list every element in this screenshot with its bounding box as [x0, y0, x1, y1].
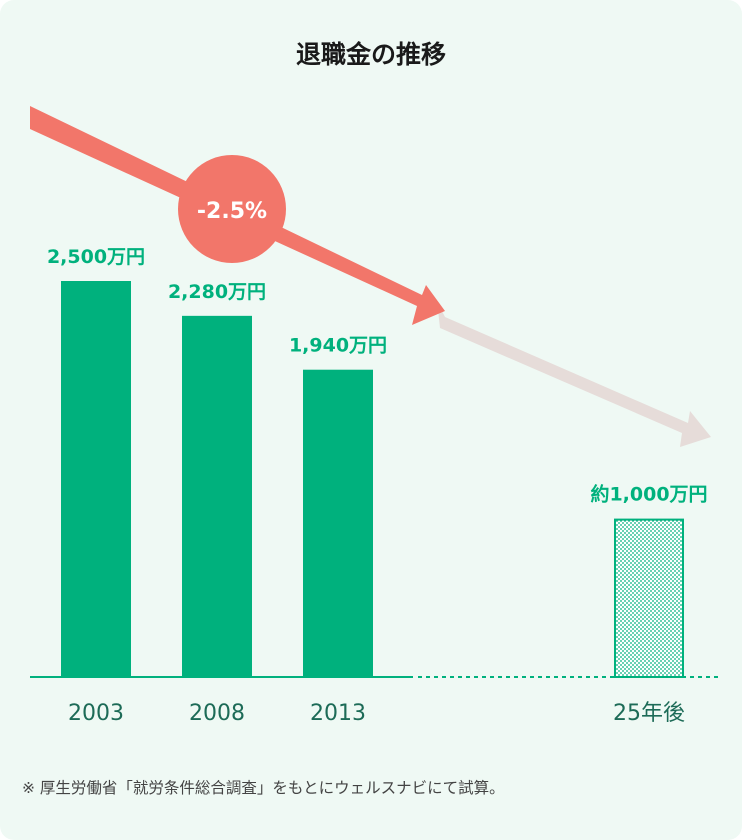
- value-label-2008: 2,280万円: [168, 281, 266, 303]
- footnote: ※ 厚生労働省「就労条件総合調査」をもとにウェルスナビにて試算。: [22, 779, 505, 797]
- x-tick-25年後: 25年後: [613, 701, 685, 726]
- trend-badge-label: -2.5%: [197, 199, 267, 224]
- trend-badge-circle: [178, 155, 286, 263]
- bar-25年後: [614, 518, 684, 678]
- x-tick-2003: 2003: [68, 701, 124, 726]
- value-label-2003: 2,500万円: [47, 246, 145, 268]
- value-label-2013: 1,940万円: [289, 335, 387, 357]
- bar-2003: [61, 281, 131, 677]
- value-label-25年後: 約1,000万円: [590, 483, 707, 506]
- trend-badge: -2.5%: [178, 155, 286, 263]
- x-tick-2013: 2013: [310, 701, 366, 726]
- x-tick-2008: 2008: [189, 701, 245, 726]
- bar-2008: [182, 315, 252, 677]
- projection-arrow: [437, 301, 711, 447]
- x-axis-ticks: 2003 2008 2013 25年後: [68, 701, 685, 726]
- bar-2013: [303, 369, 373, 677]
- chart-title: 退職金の推移: [296, 40, 446, 69]
